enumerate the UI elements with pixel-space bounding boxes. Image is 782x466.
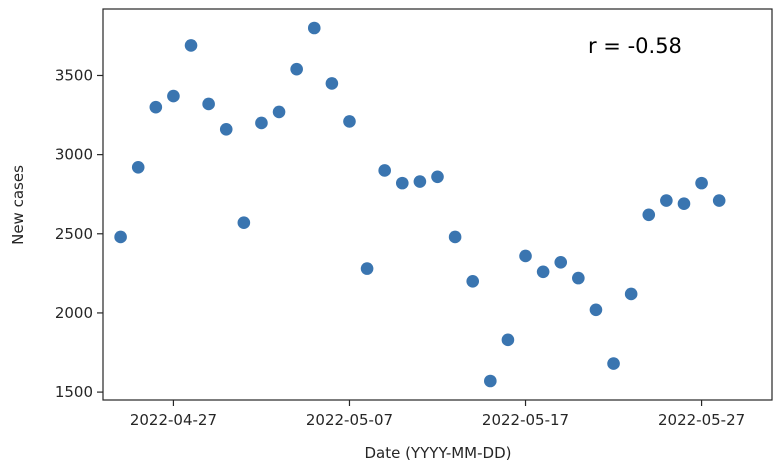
data-point <box>343 115 356 128</box>
data-point <box>466 274 480 288</box>
data-point <box>642 208 656 222</box>
data-point <box>624 287 638 301</box>
data-point <box>149 100 163 114</box>
data-points <box>114 21 726 388</box>
data-point <box>712 194 726 207</box>
plot-area <box>102 8 773 401</box>
data-point <box>413 175 427 188</box>
y-tick-label: 3000 <box>55 146 93 164</box>
data-point <box>131 160 145 174</box>
data-point <box>572 271 585 285</box>
data-point <box>677 197 691 211</box>
data-point <box>325 77 339 90</box>
data-point <box>501 333 515 347</box>
data-point <box>448 230 462 244</box>
x-axis: 2022-04-27 2022-05-07 2022-05-17 2022-05-27 <box>130 400 745 429</box>
data-point <box>114 230 127 244</box>
data-point <box>360 262 374 275</box>
data-point <box>695 176 708 190</box>
y-axis: 1500 2000 2500 3000 3500 <box>55 66 103 401</box>
data-point <box>184 39 198 52</box>
y-tick-label: 2500 <box>55 225 93 243</box>
y-tick-label: 1500 <box>55 383 93 401</box>
data-point <box>307 21 321 35</box>
data-point <box>395 176 409 190</box>
data-point <box>290 62 303 76</box>
correlation-annotation: r = -0.58 <box>588 34 682 58</box>
data-point <box>167 89 180 103</box>
x-tick-label: 2022-04-27 <box>130 411 217 429</box>
x-tick-label: 2022-05-27 <box>658 411 745 429</box>
x-tick-label: 2022-05-17 <box>482 411 569 429</box>
y-tick-label: 2000 <box>55 304 93 322</box>
data-point <box>202 97 215 111</box>
data-point <box>607 357 620 370</box>
data-point <box>519 249 532 263</box>
data-point <box>589 303 603 317</box>
data-point <box>378 164 391 177</box>
y-axis-label: New cases <box>9 165 27 245</box>
x-tick-label: 2022-05-07 <box>306 411 393 429</box>
data-point <box>219 123 233 136</box>
data-point <box>272 105 286 119</box>
data-point <box>431 170 444 184</box>
data-point <box>255 116 268 130</box>
x-axis-label: Date (YYYY-MM-DD) <box>364 444 511 462</box>
data-point <box>536 265 550 279</box>
data-point <box>554 255 568 269</box>
data-point <box>484 374 497 388</box>
data-point <box>237 216 251 230</box>
y-tick-label: 3500 <box>55 66 93 84</box>
data-point <box>660 194 673 207</box>
